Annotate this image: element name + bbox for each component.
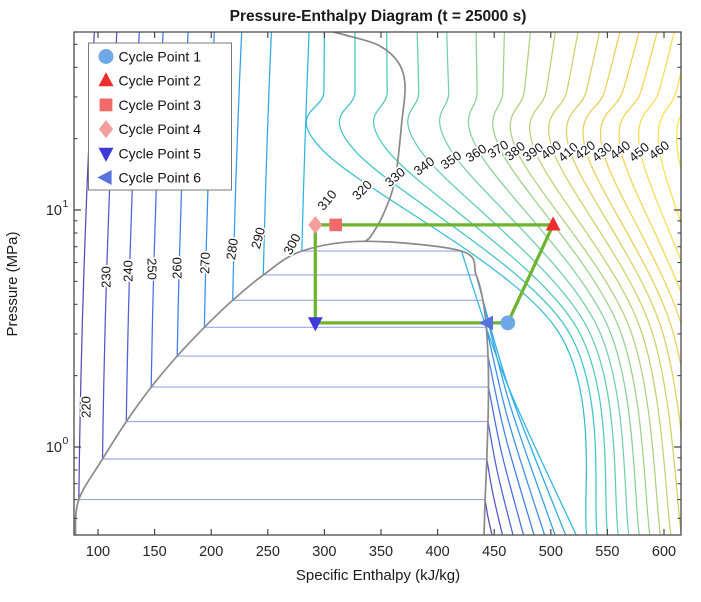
isotherm-440K <box>618 32 681 293</box>
legend-label-6: Cycle Point 6 <box>119 170 202 186</box>
x-tick-label-500: 500 <box>539 544 563 560</box>
isotherm-320K <box>338 32 598 535</box>
isotherm-410K <box>565 32 681 432</box>
x-tick-label-300: 300 <box>312 544 336 560</box>
x-axis-label: Specific Enthalpy (kJ/kg) <box>296 567 460 584</box>
isotherm-390K <box>529 32 672 535</box>
cycle-point-3-marker <box>329 218 342 232</box>
legend-marker-diamond <box>98 120 114 139</box>
isotherm-310K <box>305 32 588 535</box>
isotherm-280K-liquid <box>232 32 243 301</box>
contour-label-230: 230 <box>99 266 114 288</box>
plot-border <box>73 31 682 536</box>
isotherm-350K <box>439 32 630 535</box>
contour-label-260: 260 <box>170 257 185 279</box>
cycle-point-1-marker <box>500 315 516 331</box>
legend-label-5: Cycle Point 5 <box>119 145 202 161</box>
contour-label-250: 250 <box>144 258 159 280</box>
y-tick-label-base-1: 10 <box>46 440 62 456</box>
legend-label-2: Cycle Point 2 <box>119 73 202 89</box>
legend-label-1: Cycle Point 1 <box>119 49 202 65</box>
isotherm-430K <box>599 32 681 324</box>
plot-title: Pressure-Enthalpy Diagram (t = 25000 s) <box>230 8 527 25</box>
isotherm-360K <box>467 32 640 535</box>
cycle-point-4-marker <box>308 216 323 234</box>
x-tick-label-250: 250 <box>256 544 280 560</box>
isotherm-340K <box>407 32 619 535</box>
y-tick-label-exp-1: 0 <box>63 435 69 447</box>
legend: Cycle Point 1 Cycle Point 2 Cycle Point 3 C… <box>88 42 232 191</box>
saturation-dome <box>74 32 490 535</box>
y-tick-label-base-10: 10 <box>46 203 62 219</box>
legend-marker-triangle-down <box>98 147 114 162</box>
isotherm-230K-vapor <box>486 458 503 535</box>
isotherm-400K <box>548 32 681 533</box>
isotherm-300K-liquid <box>301 32 310 252</box>
legend-marker-triangle-up <box>98 72 114 87</box>
isotherm-240K-vapor <box>487 421 514 535</box>
two-phase-tie-lines <box>78 250 489 501</box>
contour-label-240: 240 <box>121 260 136 282</box>
x-tick-label-600: 600 <box>652 544 676 560</box>
legend-marker-circle <box>98 49 114 64</box>
x-tick-label-400: 400 <box>425 544 449 560</box>
x-tick-label-200: 200 <box>199 544 223 560</box>
isotherm-250K-vapor <box>487 386 524 535</box>
x-tick-label-450: 450 <box>482 544 506 560</box>
refrigeration-cycle <box>307 216 561 332</box>
cycle-point-5-marker <box>307 317 323 332</box>
supercritical-boundary-curve <box>332 32 406 242</box>
x-tick-label-550: 550 <box>595 544 619 560</box>
legend-marker-triangle-left <box>97 170 112 185</box>
isotherm-contours <box>78 32 681 535</box>
contour-label-270: 270 <box>197 252 213 274</box>
cycle-point-2-marker <box>545 216 561 231</box>
x-tick-label-150: 150 <box>142 544 166 560</box>
y-tick-label-exp-10: 1 <box>63 198 69 210</box>
isotherm-460K <box>657 71 681 223</box>
isotherm-300K-vapor <box>460 250 577 535</box>
legend-label-3: Cycle Point 3 <box>119 97 202 113</box>
x-tick-label-100: 100 <box>86 544 110 560</box>
legend-marker-square <box>99 98 113 112</box>
isotherm-290K-liquid <box>262 32 272 276</box>
contour-label-280: 280 <box>223 237 241 261</box>
legend-label-4: Cycle Point 4 <box>119 121 202 137</box>
x-tick-label-350: 350 <box>369 544 393 560</box>
isotherm-260K-vapor <box>487 355 535 535</box>
isotherm-380K <box>509 32 661 535</box>
contour-label-220: 220 <box>79 396 94 418</box>
isotherm-270K-vapor <box>485 327 546 535</box>
isotherm-330K <box>373 32 609 535</box>
isotherm-370K <box>492 32 651 535</box>
y-axis-label: Pressure (MPa) <box>4 231 21 336</box>
legend-box <box>88 42 232 191</box>
isotherm-450K <box>638 32 681 261</box>
cycle-point-6-marker <box>478 315 493 331</box>
isotherm-420K <box>582 32 681 367</box>
